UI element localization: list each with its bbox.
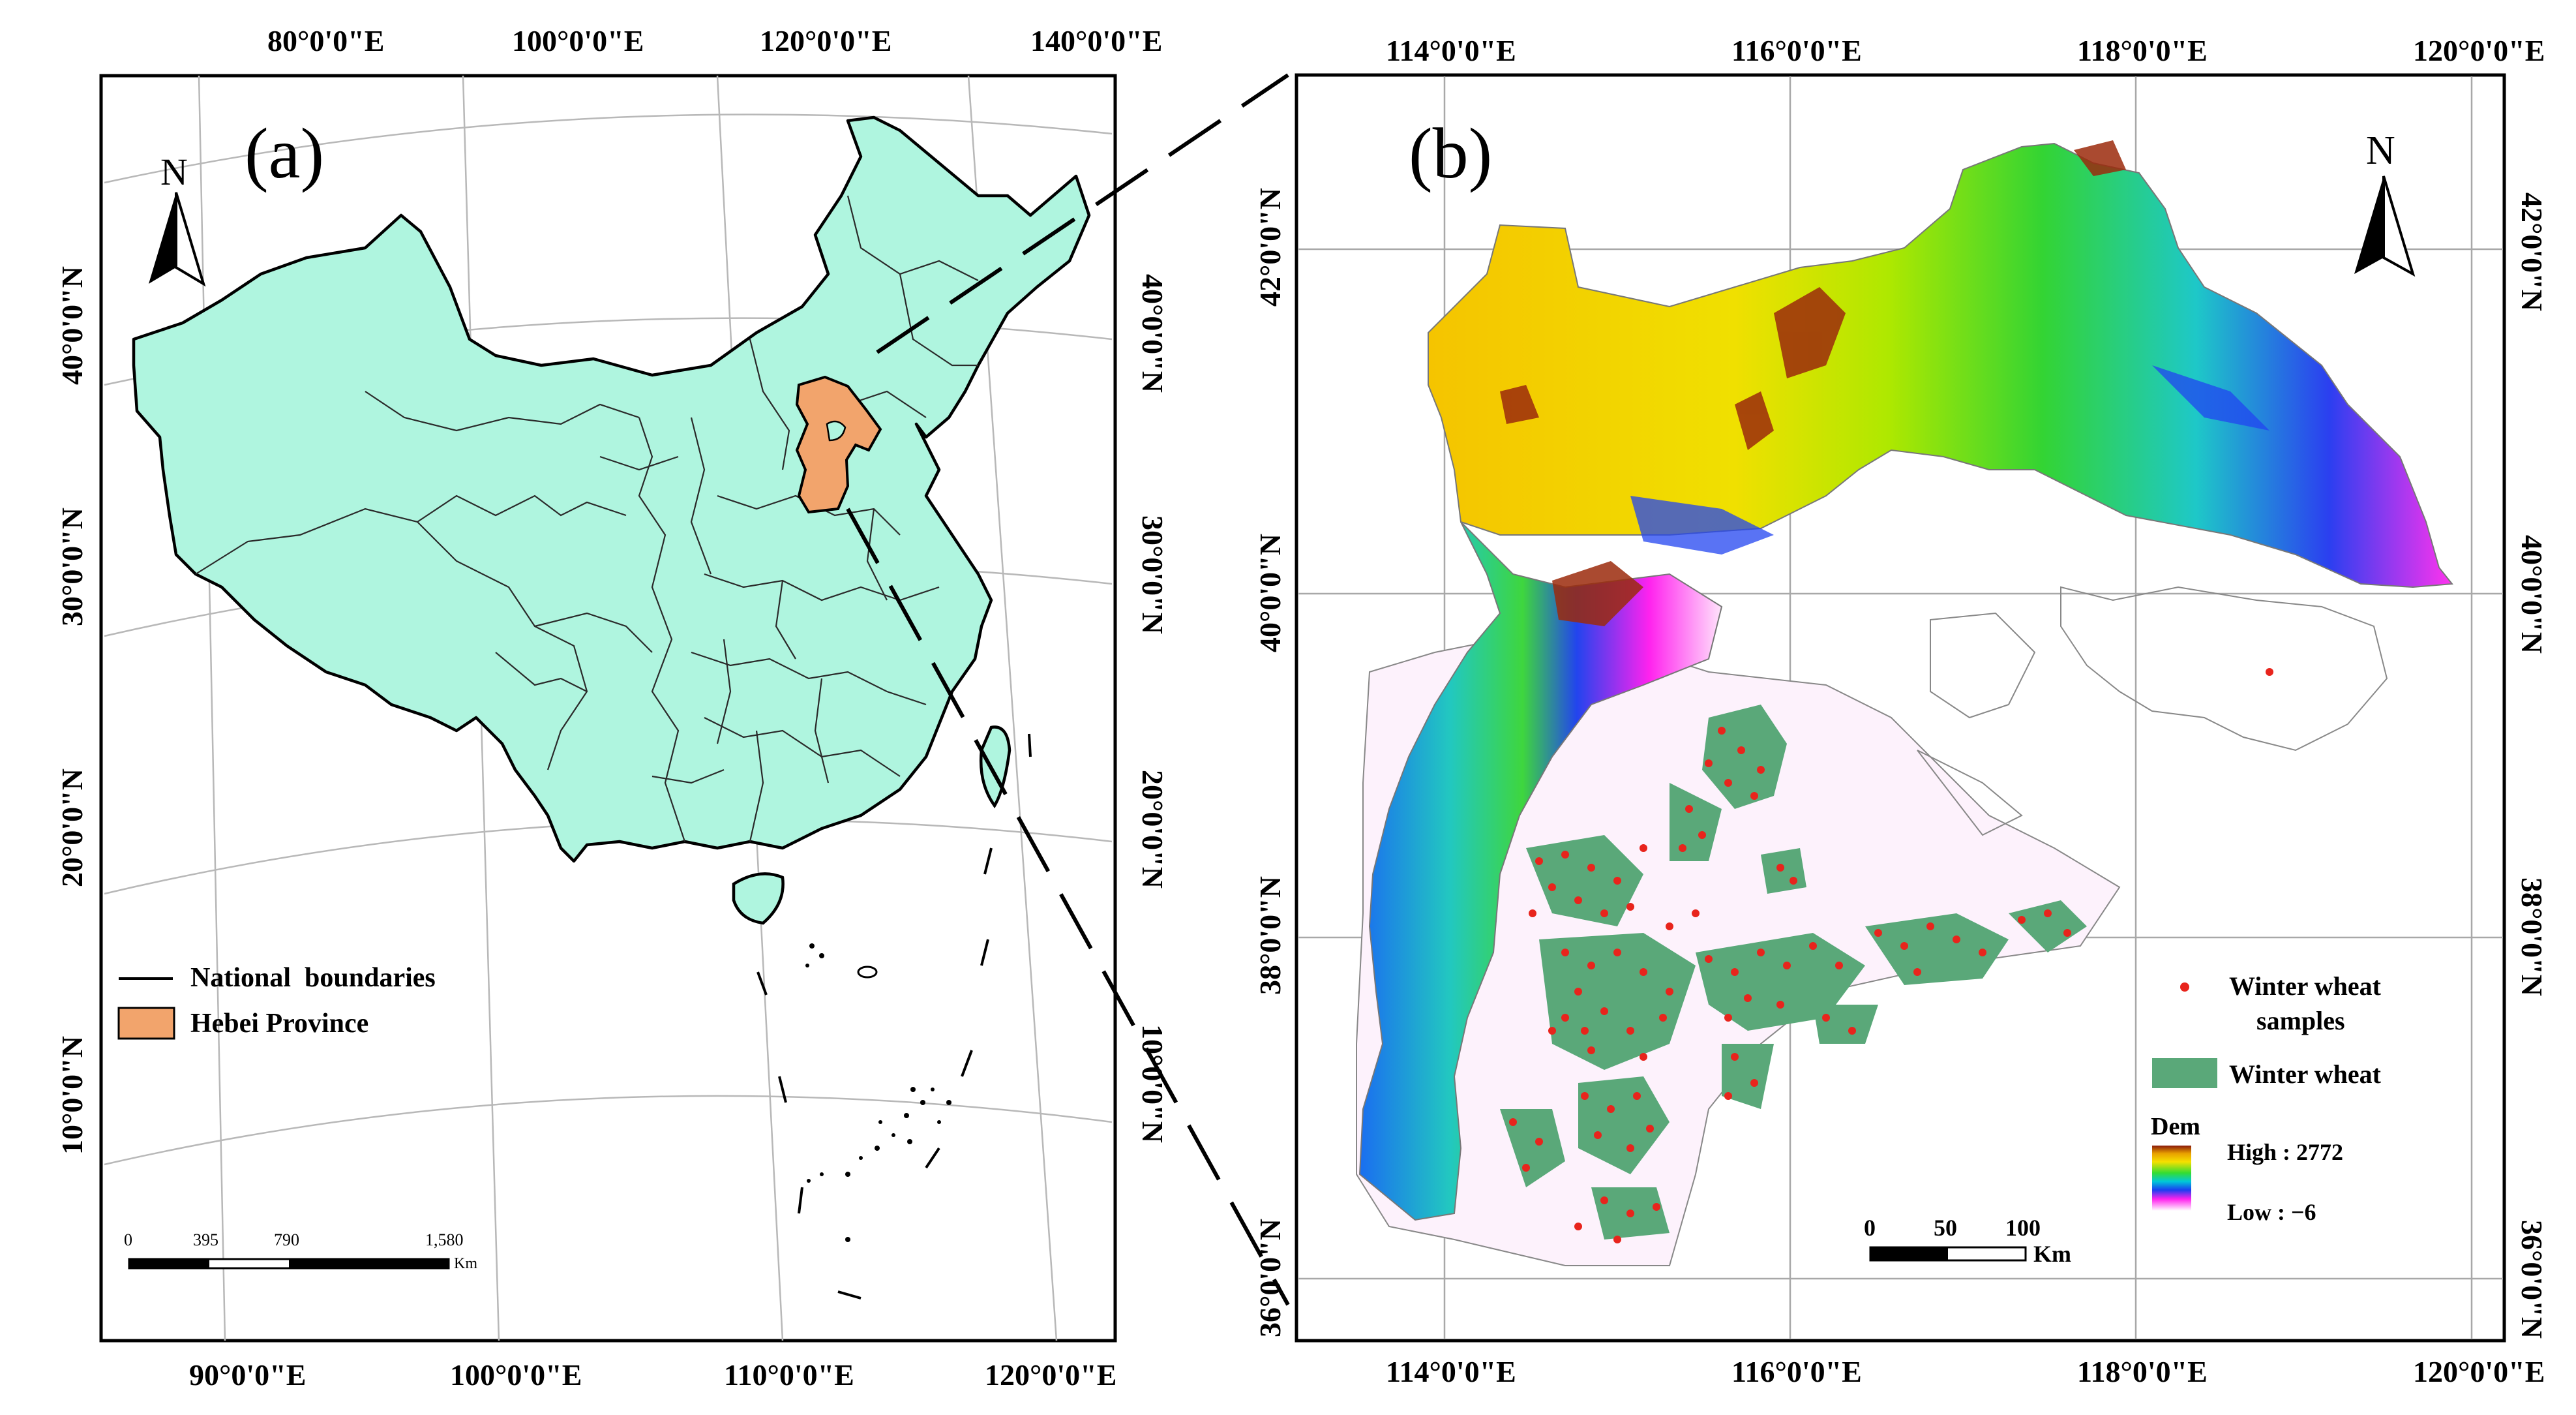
scale-tick-a: 1,580 bbox=[425, 1230, 464, 1249]
lat-label-a-left: 20°0'0"N bbox=[55, 768, 89, 887]
lat-label-a-left: 10°0'0"N bbox=[55, 1036, 89, 1155]
lon-label-a-top: 120°0'0"E bbox=[760, 24, 892, 57]
legend-wheat-label: Winter wheat bbox=[2229, 1059, 2381, 1089]
lat-label-a-right: 10°0'0"N bbox=[1136, 1024, 1169, 1143]
scale-tick-b: 100 bbox=[2005, 1215, 2041, 1241]
lat-label-b-left: 38°0'0"N bbox=[1253, 876, 1287, 995]
lat-label-b-right: 40°0'0"N bbox=[2515, 535, 2549, 654]
lat-label-a-right: 40°0'0"N bbox=[1136, 274, 1169, 393]
dem-west-mountains bbox=[1358, 521, 1723, 1221]
lat-label-b-left: 40°0'0"N bbox=[1253, 534, 1287, 652]
north-arrow-b bbox=[2354, 175, 2416, 277]
lon-label-b-bottom: 120°0'0"E bbox=[2413, 1355, 2545, 1388]
dem-valleys bbox=[1630, 365, 2269, 555]
panel-b-label: (b) bbox=[1409, 114, 1493, 193]
lon-label-b-top: 118°0'0"E bbox=[2077, 34, 2208, 67]
lon-label-b-top: 114°0'0"E bbox=[1386, 34, 1516, 67]
legend-dem-high: High : 2772 bbox=[2227, 1139, 2344, 1165]
legend-boundaries-label: National boundaries bbox=[190, 963, 436, 993]
panel-a bbox=[99, 73, 1290, 1343]
legend-hebei-label: Hebei Province bbox=[190, 1009, 369, 1039]
china-mainland bbox=[132, 115, 1091, 863]
legend-dem-ramp bbox=[2152, 1146, 2191, 1211]
scale-bar-a bbox=[128, 1258, 450, 1270]
south-china-sea-islands bbox=[805, 943, 951, 1242]
panel-b bbox=[1295, 73, 2506, 1343]
lon-label-b-bottom: 118°0'0"E bbox=[2077, 1355, 2208, 1388]
panel-a-label: (a) bbox=[245, 114, 325, 193]
south-china-sea-lines bbox=[756, 733, 1032, 1300]
legend-samples-line1: Winter wheat bbox=[2229, 971, 2381, 1001]
lat-label-a-right: 30°0'0"N bbox=[1136, 515, 1169, 634]
scale-bar-b bbox=[1869, 1246, 2027, 1262]
lon-label-a-bottom: 100°0'0"E bbox=[450, 1358, 582, 1392]
lon-label-a-top: 100°0'0"E bbox=[512, 24, 644, 57]
lat-label-b-left: 42°0'0"N bbox=[1253, 188, 1287, 307]
scale-unit-a: Km bbox=[454, 1255, 477, 1272]
hebei-eastern-outline bbox=[1917, 586, 2388, 836]
north-label-b: N bbox=[2366, 129, 2395, 173]
lat-label-a-left: 30°0'0"N bbox=[55, 508, 89, 626]
legend-hebei-swatch bbox=[117, 1007, 175, 1040]
legend-dem-low: Low : −6 bbox=[2227, 1199, 2316, 1225]
lon-label-a-bottom: 110°0'0"E bbox=[724, 1358, 854, 1392]
lon-label-b-bottom: 114°0'0"E bbox=[1386, 1355, 1516, 1388]
winter-wheat-samples bbox=[1509, 668, 2273, 1243]
lon-label-b-top: 120°0'0"E bbox=[2413, 34, 2545, 67]
lat-label-a-right: 20°0'0"N bbox=[1136, 770, 1169, 889]
hebei-province bbox=[795, 375, 882, 514]
lon-label-b-top: 116°0'0"E bbox=[1731, 34, 1862, 67]
dem-peaks bbox=[1500, 140, 2126, 626]
lat-label-b-right: 38°0'0"N bbox=[2515, 877, 2549, 996]
north-label-a: N bbox=[160, 151, 188, 193]
lon-label-a-top: 140°0'0"E bbox=[1030, 24, 1163, 57]
north-arrow-a bbox=[149, 192, 206, 287]
lat-label-b-right: 36°0'0"N bbox=[2515, 1220, 2549, 1339]
beijing-enclave bbox=[826, 420, 846, 442]
lat-label-b-left: 36°0'0"N bbox=[1253, 1219, 1287, 1337]
scale-tick-a: 395 bbox=[193, 1230, 218, 1249]
hainan-island bbox=[732, 872, 785, 925]
scale-unit-b: Km bbox=[2033, 1241, 2071, 1267]
lon-label-a-bottom: 90°0'0"E bbox=[189, 1358, 307, 1392]
legend-samples-line2: samples bbox=[2256, 1006, 2345, 1035]
scale-tick-b: 0 bbox=[1864, 1215, 1876, 1241]
legend-dem-title: Dem bbox=[2151, 1113, 2200, 1140]
lon-label-b-bottom: 116°0'0"E bbox=[1731, 1355, 1862, 1388]
legend-sample-dot bbox=[2180, 982, 2189, 992]
leader-lines bbox=[846, 73, 1290, 1306]
legend-wheat-swatch bbox=[2152, 1058, 2217, 1088]
lon-label-a-bottom: 120°0'0"E bbox=[985, 1358, 1117, 1392]
scale-tick-a: 0 bbox=[124, 1230, 132, 1249]
lat-label-a-left: 40°0'0"N bbox=[55, 266, 89, 385]
lon-label-a-top: 80°0'0"E bbox=[267, 24, 385, 57]
lat-label-b-right: 42°0'0"N bbox=[2515, 192, 2549, 311]
winter-wheat-areas bbox=[1500, 705, 2087, 1240]
scale-tick-a: 790 bbox=[274, 1230, 299, 1249]
scale-tick-b: 50 bbox=[1934, 1215, 1957, 1241]
